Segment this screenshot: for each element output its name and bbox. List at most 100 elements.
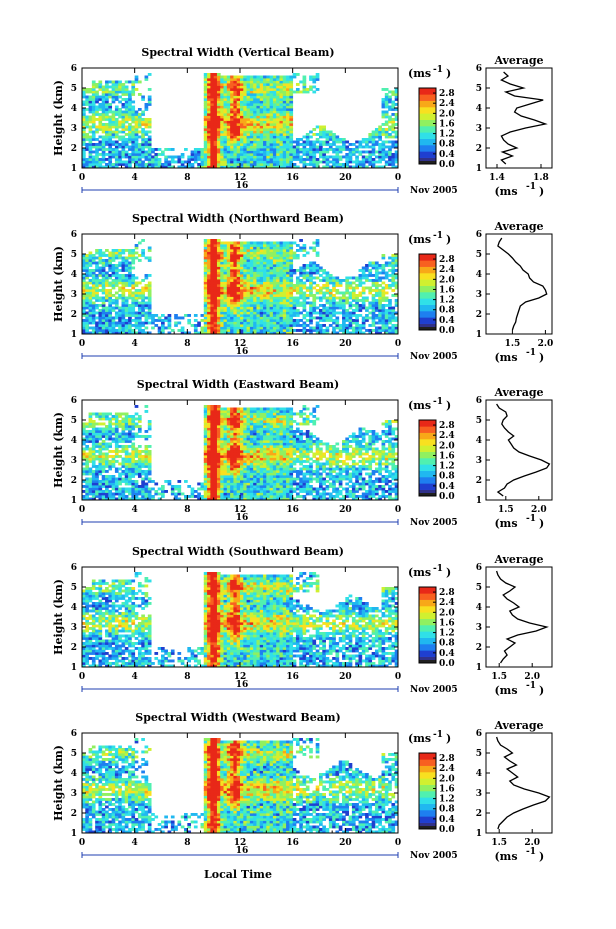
heatmap-cell [391,284,396,287]
heatmap-cell [151,148,155,151]
heatmap-cell [276,128,280,131]
heatmap-cell [137,296,142,300]
heatmap-cell [348,284,353,287]
heatmap-cell [141,165,145,169]
heatmap-cell [216,296,221,300]
heatmap-cell [216,301,221,305]
heatmap-cell [378,133,382,136]
heatmap-cell [111,148,116,151]
heatmap-cell [289,289,294,292]
heatmap-cell [236,108,241,111]
heatmap-cell [249,324,254,327]
heatmap-cell [98,455,103,458]
heatmap-cell [118,254,122,257]
heatmap-cell [220,271,224,275]
heatmap-cell [295,329,300,332]
heatmap-cell [309,304,313,307]
heatmap-cell [378,284,382,287]
heatmap-cell [207,163,211,166]
heatmap-cell [210,125,215,129]
heatmap-cell [82,158,86,161]
heatmap-cell [259,120,264,124]
heatmap-cell [134,296,139,300]
heatmap-cell [282,286,287,290]
heatmap-cell [266,311,271,315]
heatmap-cell [243,249,247,252]
heatmap-cell [223,256,228,260]
heatmap-cell [345,291,350,295]
heatmap-cell [95,442,99,446]
x-tick-label: 8 [184,173,190,183]
heatmap-cell [220,103,224,106]
heatmap-cell [98,88,103,91]
heatmap-cell [236,140,241,144]
heatmap-cell [98,259,103,262]
heatmap-cell [309,279,313,282]
heatmap-cell [226,279,231,282]
heatmap-cell [305,276,310,280]
heatmap-cell [144,306,149,310]
heatmap-cell [342,309,346,312]
heatmap-cell [85,135,89,139]
heatmap-cell [226,261,231,265]
heatmap-cell [111,482,116,486]
heatmap-cell [233,319,238,322]
heatmap-cell [207,266,211,270]
heatmap-cell [371,299,376,302]
heatmap-cell [226,85,231,89]
heatmap-cell [85,497,89,501]
heatmap-cell [114,123,119,126]
heatmap-cell [88,314,93,317]
heatmap-cell [279,274,284,277]
y-tick-label: 5 [71,250,77,260]
heatmap-cell [361,319,366,322]
heatmap-cell [286,80,290,84]
heatmap-cell [394,259,399,262]
heatmap-cell [384,100,389,104]
heatmap-cell [391,108,396,111]
heatmap-cell [371,150,376,154]
heatmap-cell [243,95,247,99]
heatmap-cell [319,274,323,277]
heatmap-cell [246,286,251,290]
heatmap-cell [131,311,136,315]
heatmap-cell [378,143,382,146]
heatmap-cell [305,266,310,270]
heatmap-cell [279,148,284,151]
heatmap-cell [114,306,119,310]
colorbar-unit-exponent: -1 [433,231,443,241]
heatmap-cell [276,259,280,262]
heatmap-cell [82,331,86,335]
heatmap-cell [88,291,93,295]
heatmap-cell [118,480,122,483]
heatmap-cell [124,150,129,154]
heatmap-cell [134,133,139,136]
heatmap-cell [286,329,290,332]
heatmap-cell [276,118,280,121]
heatmap-cell [276,301,280,305]
heatmap-cell [282,95,287,99]
heatmap-cell [200,155,205,159]
heatmap-cell [302,264,307,267]
heatmap-cell [85,148,89,151]
heatmap-cell [295,145,300,149]
heatmap-cell [253,259,257,262]
heatmap-cell [213,138,218,141]
heatmap-cell [266,316,271,320]
heatmap-cell [236,291,241,295]
heatmap-cell [394,284,399,287]
heatmap-cell [279,331,284,335]
heatmap-cell [230,271,234,275]
heatmap-cell [240,241,244,245]
heatmap-cell [282,319,287,322]
heatmap-cell [289,160,294,164]
heatmap-cell [266,120,271,124]
heatmap-cell [302,165,307,169]
heatmap-cell [91,462,96,466]
heatmap-cell [82,470,86,473]
heatmap-cell [286,118,290,121]
heatmap-cell [249,264,254,267]
heatmap-cell [371,148,376,151]
heatmap-cell [312,140,317,144]
heatmap-cell [325,331,330,335]
